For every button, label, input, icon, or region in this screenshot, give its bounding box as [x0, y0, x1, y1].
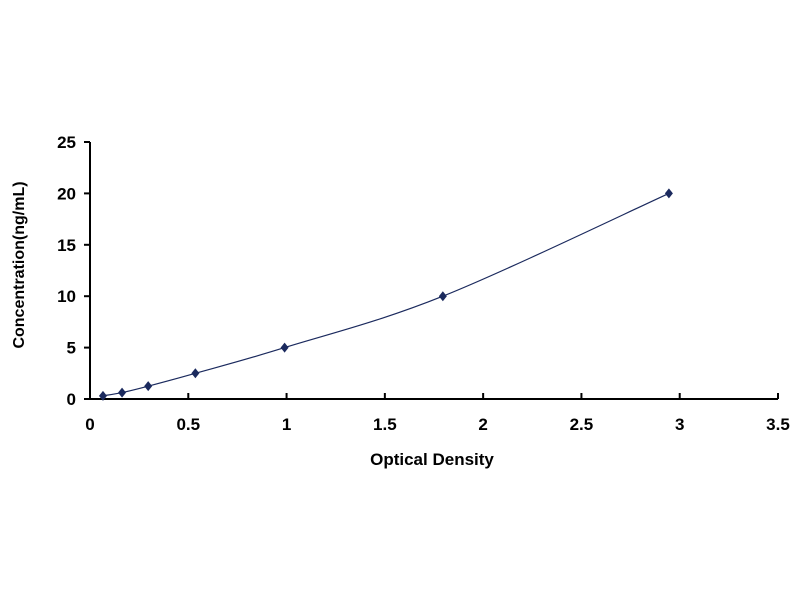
data-points: [98, 188, 673, 401]
y-tick-label: 5: [67, 339, 76, 358]
series-line: [102, 192, 670, 397]
data-point: [118, 387, 127, 398]
y-tick-label: 20: [57, 184, 76, 203]
y-tick-label: 15: [57, 236, 76, 255]
axes: [84, 141, 779, 400]
y-axis-label: Concentration(ng/mL): [11, 181, 28, 348]
x-tick-label: 1.5: [373, 415, 397, 434]
data-point: [191, 368, 200, 379]
y-tick-label: 0: [67, 390, 76, 409]
data-point: [280, 342, 289, 353]
data-point: [144, 381, 153, 392]
x-tick-label: 0.5: [176, 415, 200, 434]
data-point: [664, 188, 673, 199]
data-point: [438, 291, 447, 302]
y-tick-label: 25: [57, 133, 76, 152]
x-tick-label: 3: [675, 415, 684, 434]
y-tick-label: 10: [57, 287, 76, 306]
x-axis-label: Optical Density: [370, 450, 494, 469]
x-tick-label: 0: [85, 415, 94, 434]
x-tick-label: 2.5: [570, 415, 594, 434]
x-tick-label: 1: [282, 415, 291, 434]
data-point: [98, 390, 107, 401]
x-tick-label: 3.5: [766, 415, 790, 434]
tick-labels: 0 0.5 1 1.5 2 2.5 3 3.5 0 5 10 15 20 25: [57, 133, 790, 434]
x-tick-label: 2: [478, 415, 487, 434]
